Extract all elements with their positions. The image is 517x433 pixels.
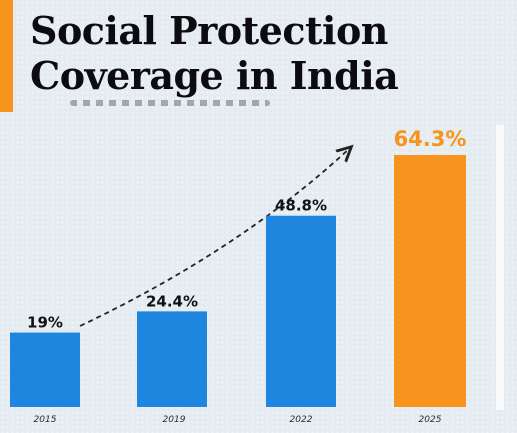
bar-2019	[137, 311, 207, 407]
data-label-2025: 64.3%	[394, 127, 467, 151]
data-label-2022: 48.8%	[275, 197, 327, 215]
bar-2015	[10, 332, 80, 407]
trend-arrow	[79, 148, 350, 327]
bars-group	[10, 155, 466, 407]
subtitle-smudge	[70, 100, 270, 106]
x-tick-2022: 2022	[290, 415, 313, 425]
chart-title: Social Protection Coverage in India	[30, 8, 399, 98]
bar-2022	[266, 215, 336, 407]
x-tick-labels: 2015 2019 2022 2025	[34, 415, 442, 425]
bar-2025	[394, 155, 466, 407]
right-rule	[496, 125, 504, 410]
x-tick-2025: 2025	[419, 415, 442, 425]
data-label-2015: 19%	[27, 314, 63, 332]
x-tick-2015: 2015	[34, 415, 57, 425]
data-label-2019: 24.4%	[146, 292, 198, 310]
x-tick-2019: 2019	[163, 415, 186, 425]
title-line-2: Coverage in India	[30, 53, 399, 98]
data-labels-group: 19% 24.4% 48.8% 64.3%	[27, 127, 466, 332]
title-line-1: Social Protection	[30, 8, 388, 53]
accent-bar	[0, 0, 13, 112]
